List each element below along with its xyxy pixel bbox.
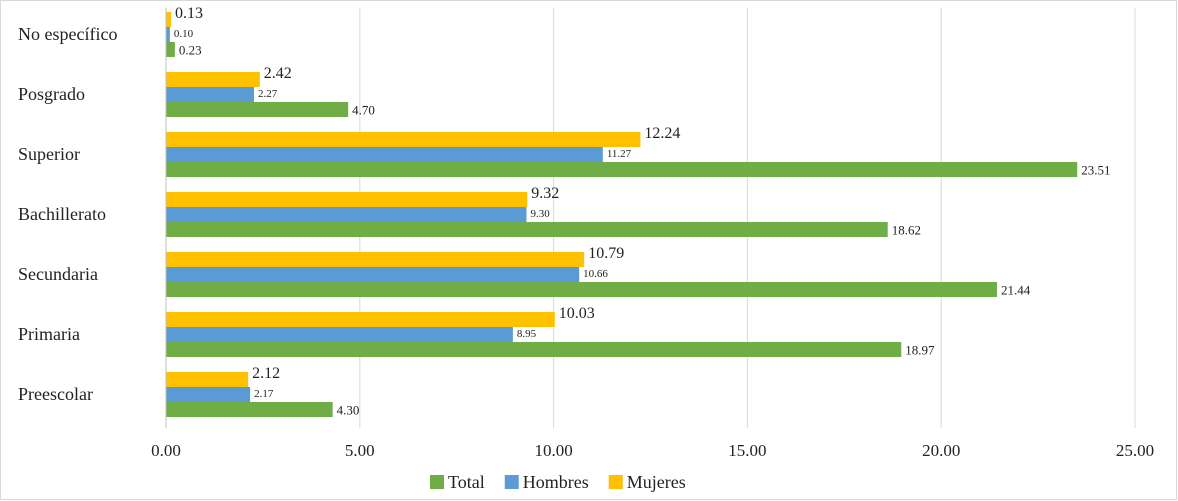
data-label: 0.23 <box>179 42 202 57</box>
bar <box>166 312 555 327</box>
data-label: 4.30 <box>337 402 360 417</box>
legend-label: Mujeres <box>627 472 686 492</box>
data-label: 2.42 <box>264 65 292 82</box>
legend-swatch <box>430 475 444 489</box>
bar <box>166 42 175 57</box>
x-tick-label: 15.00 <box>728 441 766 460</box>
bar <box>166 372 249 387</box>
data-label: 9.30 <box>530 208 550 220</box>
data-label: 12.24 <box>644 125 680 142</box>
legend-label: Total <box>448 472 485 492</box>
bar <box>166 147 603 162</box>
data-label: 2.17 <box>254 388 274 400</box>
y-tick-label: Primaria <box>18 324 80 344</box>
y-tick-label: Superior <box>18 144 80 164</box>
data-label: 10.66 <box>583 268 608 280</box>
bar <box>166 387 251 402</box>
data-label: 10.03 <box>559 305 595 322</box>
y-tick-label: Secundaria <box>18 264 98 284</box>
data-label: 18.62 <box>892 222 921 237</box>
bar <box>166 162 1078 177</box>
bar <box>166 267 580 282</box>
data-label: 11.27 <box>607 148 632 160</box>
data-label: 21.44 <box>1001 282 1031 297</box>
data-label: 0.13 <box>175 5 203 22</box>
y-tick-label: Preescolar <box>18 384 93 404</box>
data-label: 2.27 <box>258 88 278 100</box>
data-label: 18.97 <box>905 342 935 357</box>
x-tick-label: 25.00 <box>1116 441 1154 460</box>
bar <box>166 72 260 87</box>
x-tick-label: 20.00 <box>922 441 960 460</box>
bar <box>166 402 333 417</box>
y-tick-label: No específico <box>18 24 117 44</box>
bar <box>166 27 170 42</box>
bar <box>166 207 527 222</box>
x-tick-label: 5.00 <box>345 441 375 460</box>
bar <box>166 102 349 117</box>
bar <box>166 132 641 147</box>
data-label: 4.70 <box>352 102 375 117</box>
bar <box>166 327 513 342</box>
legend-swatch <box>608 475 623 489</box>
bar <box>166 222 888 237</box>
bar <box>166 192 528 207</box>
data-label: 10.79 <box>588 245 624 262</box>
data-label: 23.51 <box>1081 162 1110 177</box>
x-tick-label: 10.00 <box>534 441 572 460</box>
x-tick-label: 0.00 <box>151 441 181 460</box>
bar <box>166 87 254 102</box>
legend-swatch <box>504 475 519 489</box>
bar <box>166 252 585 267</box>
bar <box>166 12 172 27</box>
data-label: 9.32 <box>531 185 559 202</box>
y-tick-label: Bachillerato <box>18 204 106 224</box>
y-tick-label: Posgrado <box>18 84 85 104</box>
bar <box>166 342 902 357</box>
legend-label: Hombres <box>523 472 589 492</box>
bar <box>166 282 998 297</box>
data-label: 0.10 <box>174 28 194 40</box>
data-label: 2.12 <box>252 365 280 382</box>
data-label: 8.95 <box>517 328 537 340</box>
